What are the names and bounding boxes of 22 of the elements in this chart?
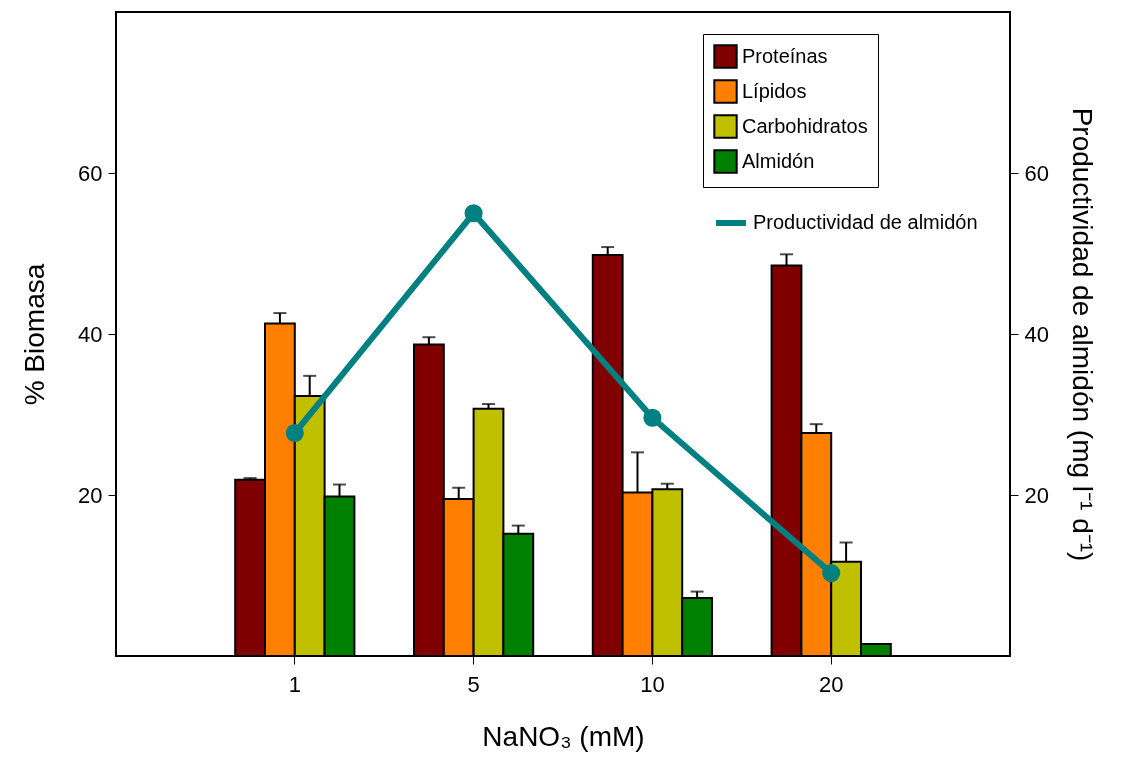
x-axis-title: NaNO₃ (mM) <box>482 720 645 752</box>
y-tick-label: 20 <box>78 482 103 508</box>
x-tick-label: 5 <box>467 671 480 697</box>
point <box>822 564 841 583</box>
y2-axis-title: Productividad de almidón (mg l⁻¹ d⁻¹) <box>1066 107 1098 562</box>
legend-label: Productividad de almidón <box>753 211 978 233</box>
point <box>285 423 304 443</box>
point <box>643 408 662 427</box>
legend-label: Lípidos <box>742 79 807 102</box>
x-tick-label: 20 <box>818 671 844 697</box>
x-tick-label: 10 <box>640 671 665 697</box>
y2-tick-label: 40 <box>1024 321 1049 347</box>
y2-tick-label: 60 <box>1024 160 1049 186</box>
x-tick-label: 1 <box>288 671 301 697</box>
legend-label: Carbohidratos <box>742 114 868 137</box>
y-axis-title: % Biomasa <box>19 263 51 406</box>
y-tick-label: 60 <box>78 160 103 186</box>
legend-label: Proteínas <box>742 44 828 67</box>
point <box>464 204 483 223</box>
y2-tick-label: 20 <box>1024 482 1049 508</box>
y-tick-label: 40 <box>78 321 103 347</box>
legend-label: Almidón <box>742 149 815 172</box>
